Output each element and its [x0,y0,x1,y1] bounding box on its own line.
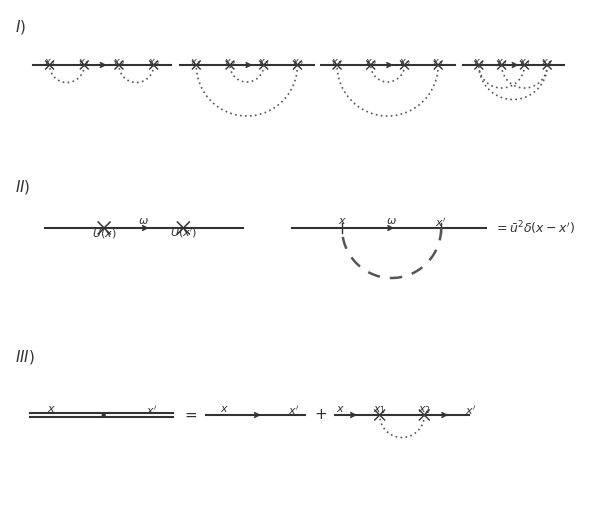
Text: $x_1$: $x_1$ [473,57,485,69]
Text: $x_1$: $x_1$ [496,57,507,69]
Text: $x_1$: $x_1$ [79,57,90,69]
Text: $x_2$: $x_2$ [224,57,236,69]
Text: $x_1$: $x_1$ [191,57,202,69]
Text: $x_3$: $x_3$ [113,57,125,69]
Text: $II)$: $II)$ [15,178,30,196]
Text: $x_3$: $x_3$ [148,57,160,69]
Text: $x_1$: $x_1$ [258,57,269,69]
Text: $x'$: $x'$ [288,404,299,417]
Text: $x_1$: $x_1$ [331,57,343,69]
Text: $x_1$: $x_1$ [541,57,553,69]
Text: $x_2$: $x_2$ [399,57,410,69]
Text: $x$: $x$ [219,404,228,414]
Text: $x_1$: $x_1$ [432,57,444,69]
Text: $+$: $+$ [313,408,327,422]
Text: $x_2$: $x_2$ [418,404,431,416]
Text: $U(x')$: $U(x')$ [170,226,197,240]
Text: $x_1$: $x_1$ [44,57,55,69]
Text: $x'$: $x'$ [436,216,447,229]
Text: $U(x)$: $U(x)$ [92,227,116,240]
Text: $x_2$: $x_2$ [365,57,377,69]
Text: $x'$: $x'$ [465,404,477,417]
Text: $x$: $x$ [47,404,56,414]
Text: $x$: $x$ [337,216,346,226]
Text: $x_1$: $x_1$ [373,404,386,416]
Text: $I)$: $I)$ [15,18,26,36]
Text: $x$: $x$ [336,404,344,414]
Text: $x_1$: $x_1$ [519,57,530,69]
Text: $\omega$: $\omega$ [386,216,397,226]
Text: $x_2$: $x_2$ [291,57,303,69]
Text: $=$: $=$ [182,408,198,422]
Text: $\omega$: $\omega$ [138,216,149,226]
Text: $III)$: $III)$ [15,348,35,366]
Text: $= \bar{u}^2\delta(x - x')$: $= \bar{u}^2\delta(x - x')$ [493,219,575,237]
Text: $x'$: $x'$ [146,404,157,417]
